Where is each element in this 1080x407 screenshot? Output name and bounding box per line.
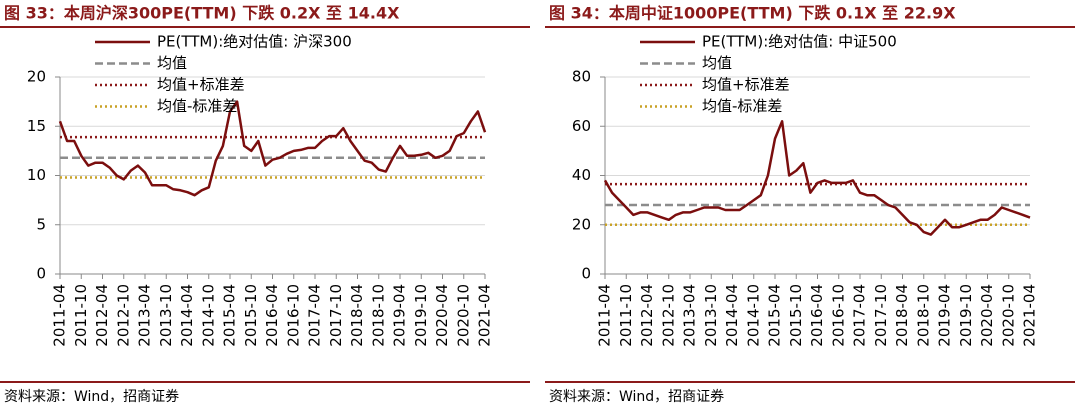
y-tick-label: 20: [27, 68, 46, 86]
y-tick-label: 40: [572, 166, 591, 184]
x-tick-label: 2013-04: [681, 284, 699, 347]
x-tick-label: 2014-10: [744, 284, 762, 347]
x-tick-label: 2019-10: [412, 284, 430, 347]
x-tick-label: 2016-04: [263, 284, 281, 347]
chart-title: 图 33：本周沪深300PE(TTM) 下跌 0.2X 至 14.4X: [4, 4, 400, 23]
y-tick-label: 15: [27, 117, 46, 135]
x-tick-label: 2020-10: [454, 284, 472, 347]
x-tick-label: 2016-04: [808, 284, 826, 347]
source-rule: [545, 381, 1075, 383]
legend-label: 均值: [157, 54, 187, 72]
x-tick-label: 2019-04: [936, 284, 954, 347]
x-tick-label: 2015-04: [221, 284, 239, 347]
x-tick-label: 2016-10: [284, 284, 302, 347]
legend-label: 均值+标准差: [702, 76, 790, 94]
x-tick-label: 2017-10: [327, 284, 345, 347]
x-tick-label: 2018-10: [369, 284, 387, 347]
chart-title: 图 34：本周中证1000PE(TTM) 下跌 0.1X 至 22.9X: [549, 4, 956, 23]
x-tick-label: 2014-04: [178, 284, 196, 347]
x-tick-label: 2014-04: [723, 284, 741, 347]
x-tick-label: 2011-04: [596, 284, 614, 347]
x-tick-label: 2011-04: [51, 284, 69, 347]
x-tick-label: 2012-04: [638, 284, 656, 347]
source-rule: [0, 381, 530, 383]
y-tick-label: 0: [581, 265, 591, 283]
x-tick-label: 2018-04: [348, 284, 366, 347]
x-tick-label: 2017-04: [306, 284, 324, 347]
x-tick-label: 2017-10: [872, 284, 890, 347]
source-note: 资料来源：Wind，招商证券: [549, 389, 724, 405]
x-tick-label: 2015-04: [766, 284, 784, 347]
y-tick-label: 60: [572, 117, 591, 135]
data-line: [58, 100, 487, 197]
x-tick-label: 2012-04: [93, 284, 111, 347]
source-note: 资料来源：Wind，招商证券: [4, 389, 179, 405]
legend-label: PE(TTM):绝对估值: 沪深300: [157, 33, 352, 51]
x-tick-label: 2013-10: [157, 284, 175, 347]
title-rule: [0, 26, 530, 28]
title-rule: [545, 26, 1075, 28]
x-tick-label: 2021-04: [1021, 284, 1039, 347]
x-tick-label: 2011-10: [617, 284, 635, 347]
x-tick-label: 2017-04: [851, 284, 869, 347]
x-tick-label: 2012-10: [114, 284, 132, 347]
y-tick-label: 5: [36, 215, 46, 233]
legend-label: PE(TTM):绝对估值: 中证500: [702, 33, 897, 51]
x-tick-label: 2013-04: [136, 284, 154, 347]
legend-label: 均值-标准差: [157, 97, 237, 115]
x-tick-label: 2020-10: [999, 284, 1017, 347]
x-tick-label: 2015-10: [787, 284, 805, 347]
data-line: [603, 120, 1031, 236]
x-tick-label: 2019-04: [391, 284, 409, 347]
x-tick-label: 2018-10: [914, 284, 932, 347]
x-tick-label: 2020-04: [978, 284, 996, 347]
legend-label: 均值+标准差: [157, 76, 245, 94]
x-tick-label: 2015-10: [242, 284, 260, 347]
y-tick-label: 10: [27, 166, 46, 184]
x-tick-label: 2012-10: [659, 284, 677, 347]
x-tick-label: 2011-10: [72, 284, 90, 347]
x-tick-label: 2020-04: [433, 284, 451, 347]
x-tick-label: 2018-04: [893, 284, 911, 347]
x-tick-label: 2013-10: [702, 284, 720, 347]
legend-label: 均值: [702, 54, 732, 72]
y-tick-label: 20: [572, 215, 591, 233]
x-tick-label: 2019-10: [957, 284, 975, 347]
legend-label: 均值-标准差: [702, 97, 782, 115]
y-tick-label: 0: [36, 265, 46, 283]
y-tick-label: 80: [572, 68, 591, 86]
x-tick-label: 2016-10: [829, 284, 847, 347]
x-tick-label: 2014-10: [199, 284, 217, 347]
x-tick-label: 2021-04: [476, 284, 494, 347]
